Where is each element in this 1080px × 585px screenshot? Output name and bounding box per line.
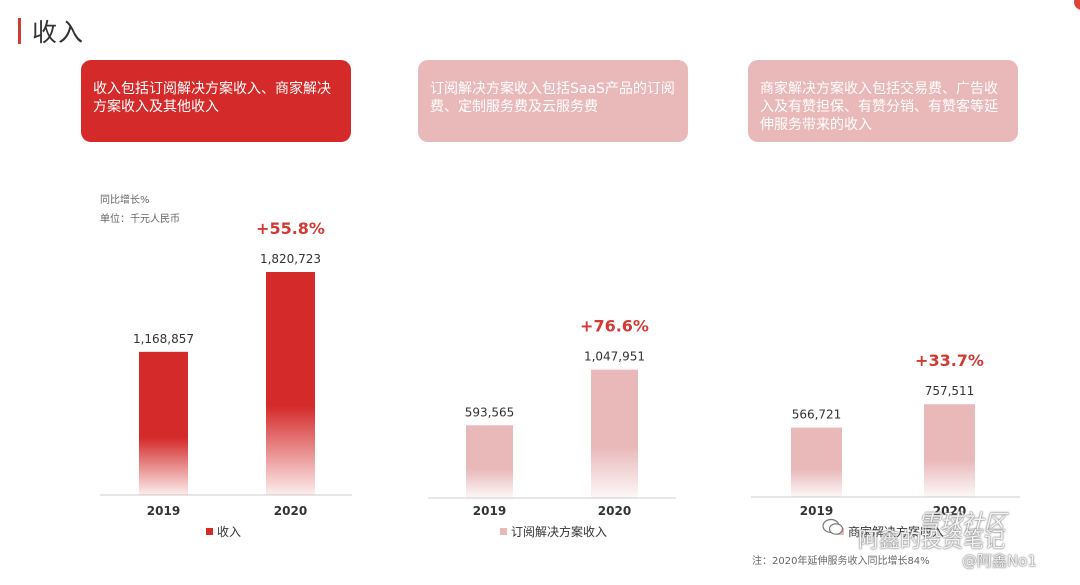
legend-label: 商家解决方案收入 xyxy=(848,525,945,539)
watermark-community: 雪球社区 xyxy=(918,511,1007,536)
x-tick-label: 2020 xyxy=(274,504,307,518)
bar-value-label: 1,168,857 xyxy=(133,332,194,346)
description-merchant-revenue: 商家解决方案收入包括交易费、广告收入及有赞担保、有赞分销、有赞客等延伸服务带来的… xyxy=(748,60,1018,142)
title-accent-bar xyxy=(18,18,21,44)
growth-label: +55.8% xyxy=(256,219,325,238)
corner-dot xyxy=(1074,0,1080,10)
x-tick-label: 2019 xyxy=(147,504,180,518)
watermark-brand: 阿鑫的投资笔记 xyxy=(858,528,1005,552)
legend-total-revenue: 收入 xyxy=(206,523,241,540)
legend-subscription-revenue: 订阅解决方案收入 xyxy=(500,523,607,540)
page-title: 收入 xyxy=(32,18,85,47)
bar-value-label: 1,820,723 xyxy=(260,252,321,266)
x-tick-label: 2020 xyxy=(933,504,966,518)
bar-2019 xyxy=(791,427,842,497)
legend-swatch xyxy=(206,528,213,535)
description-subscription-revenue: 订阅解决方案收入包括SaaS产品的订阅费、定制服务费及云服务费 xyxy=(418,60,688,142)
unit-note: 单位：千元人民币 xyxy=(100,214,180,225)
legend-swatch xyxy=(500,528,507,535)
legend-label: 订阅解决方案收入 xyxy=(511,525,608,539)
legend-label: 收入 xyxy=(217,525,242,539)
bar-2019 xyxy=(139,351,188,495)
x-tick-label: 2019 xyxy=(473,504,506,518)
growth-label: +33.7% xyxy=(915,351,984,370)
wechat-icon xyxy=(822,518,844,535)
footnote: 注：2020年延伸服务收入同比增长84% xyxy=(752,556,930,567)
yoy-note: 同比增长% xyxy=(100,195,150,206)
bar-value-label: 593,565 xyxy=(465,405,515,419)
bar-2020 xyxy=(266,272,315,495)
x-tick-label: 2019 xyxy=(800,504,833,518)
bar-value-label: 1,047,951 xyxy=(584,350,645,364)
bar-2019 xyxy=(466,425,513,498)
description-total-revenue: 收入包括订阅解决方案收入、商家解决方案收入及其他收入 xyxy=(81,60,351,142)
growth-label: +76.6% xyxy=(580,317,649,336)
bar-value-label: 757,511 xyxy=(925,384,975,398)
x-tick-label: 2020 xyxy=(598,504,631,518)
bar-2020 xyxy=(591,369,638,498)
bar-2020 xyxy=(924,404,975,497)
bar-value-label: 566,721 xyxy=(792,408,842,422)
watermark-handle: @阿鑫No1 xyxy=(962,552,1037,570)
